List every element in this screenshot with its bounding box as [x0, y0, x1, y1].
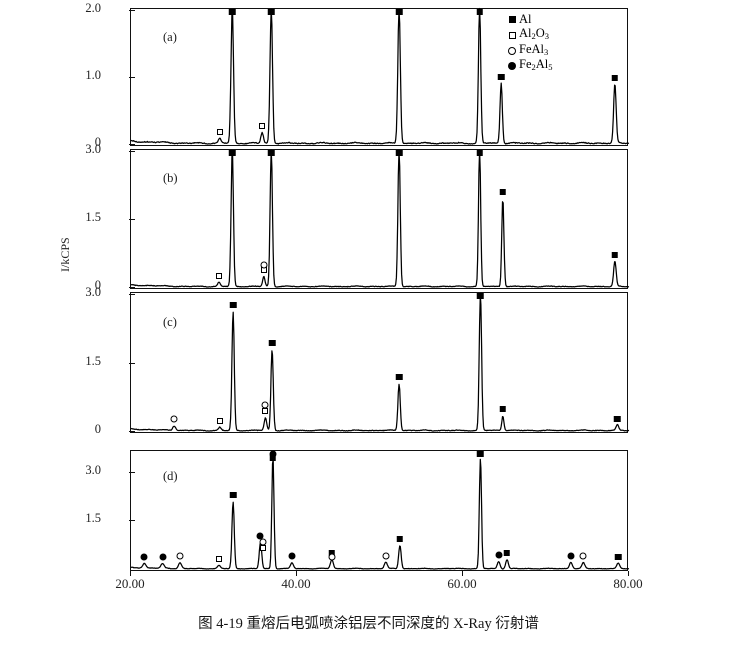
- peak-marker-filled-square: [504, 550, 511, 556]
- peak-marker-filled-square: [270, 455, 277, 461]
- peak-marker-filled-square: [268, 9, 275, 15]
- peak-marker-filled-square: [396, 9, 403, 15]
- peak-marker-open-square: [217, 129, 223, 135]
- y-axis-label: I/kCPS: [58, 237, 73, 272]
- peak-marker-filled-square: [397, 536, 404, 542]
- peak-marker-filled-circle: [159, 554, 166, 561]
- y-tick-label: 1.5: [85, 210, 101, 225]
- peak-marker-filled-square: [477, 293, 484, 299]
- peak-marker-open-circle: [382, 552, 389, 559]
- peak-marker-open-square: [217, 418, 223, 424]
- plot-area: (a) (b) (c) (d): [130, 8, 628, 571]
- peak-marker-filled-square: [612, 252, 619, 258]
- filled-circle-icon: [508, 62, 516, 70]
- peak-marker-open-circle: [328, 554, 335, 561]
- peak-marker-open-square: [216, 556, 222, 562]
- legend-label: Fe2Al5: [519, 57, 553, 76]
- y-tick-label: 1.5: [85, 354, 101, 369]
- y-tick-label: 0: [95, 422, 101, 437]
- peak-marker-filled-square: [477, 451, 484, 457]
- xrd-panel-d: (d): [130, 450, 628, 571]
- peak-marker-filled-square: [396, 374, 403, 380]
- x-tick-mark: [130, 571, 131, 576]
- xrd-panel-a: (a): [130, 8, 628, 146]
- peak-marker-open-circle: [171, 416, 178, 423]
- y-tick-label: 3.0: [85, 142, 101, 157]
- peak-marker-open-circle: [176, 553, 183, 560]
- peak-marker-open-circle: [262, 401, 269, 408]
- peak-marker-filled-circle: [567, 552, 574, 559]
- peak-marker-filled-square: [229, 9, 236, 15]
- peak-marker-filled-square: [396, 150, 403, 156]
- x-tick-label: 20.00: [95, 576, 165, 592]
- peak-marker-open-circle: [260, 261, 267, 268]
- y-tick-label: 1.0: [85, 68, 101, 83]
- peak-marker-filled-square: [500, 189, 507, 195]
- peak-marker-open-circle: [580, 553, 587, 560]
- peak-marker-filled-circle: [495, 551, 502, 558]
- x-tick-mark: [628, 571, 629, 576]
- x-tick-label: 60.00: [427, 576, 497, 592]
- peak-marker-filled-square: [269, 340, 276, 346]
- y-tick-label: 3.0: [85, 463, 101, 478]
- xrd-trace-b: [131, 149, 629, 289]
- xrd-panel-c: (c): [130, 292, 628, 433]
- peak-marker-open-square: [262, 408, 268, 414]
- peak-marker-filled-square: [498, 74, 505, 80]
- x-tick-label: 40.00: [261, 576, 331, 592]
- x-tick-mark: [296, 571, 297, 576]
- xrd-trace-c: [131, 292, 629, 433]
- peak-marker-filled-square: [268, 150, 275, 156]
- peak-marker-open-circle: [259, 538, 266, 545]
- y-tick-label: 3.0: [85, 285, 101, 300]
- peak-marker-open-square: [216, 273, 222, 279]
- figure-root: I/kCPS 0 1.0 2.0 0 1.5 3.0 0 1.5 3.0 1.5 3.0 20.00 4…: [0, 0, 737, 656]
- peak-marker-filled-circle: [141, 554, 148, 561]
- xrd-trace-d: [131, 450, 629, 571]
- y-tick-label: 1.5: [85, 511, 101, 526]
- peak-marker-filled-square: [612, 75, 619, 81]
- peak-marker-open-square: [260, 545, 266, 551]
- x-tick-label: 80.00: [593, 576, 663, 592]
- filled-square-icon: [509, 16, 516, 23]
- y-tick-label: 2.0: [85, 1, 101, 16]
- peak-marker-filled-square: [229, 150, 236, 156]
- peak-marker-filled-square: [615, 554, 622, 560]
- peak-marker-filled-circle: [289, 553, 296, 560]
- x-tick-mark: [462, 571, 463, 576]
- peak-marker-filled-square: [476, 150, 483, 156]
- open-circle-icon: [508, 47, 516, 55]
- open-square-icon: [509, 32, 516, 39]
- xrd-panel-b: (b): [130, 149, 628, 289]
- xrd-trace-a: [131, 8, 629, 146]
- legend: Al Al2O3 FeAl3 Fe2Al5: [508, 12, 553, 74]
- peak-marker-filled-square: [500, 406, 507, 412]
- peak-marker-filled-square: [230, 302, 237, 308]
- peak-marker-open-square: [259, 123, 265, 129]
- figure-caption: 图 4-19 重熔后电弧喷涂铝层不同深度的 X-Ray 衍射谱: [0, 612, 737, 633]
- peak-marker-filled-square: [230, 492, 237, 498]
- peak-marker-filled-square: [476, 9, 483, 15]
- peak-marker-filled-square: [614, 416, 621, 422]
- legend-item-fe2al5: Fe2Al5: [508, 59, 553, 75]
